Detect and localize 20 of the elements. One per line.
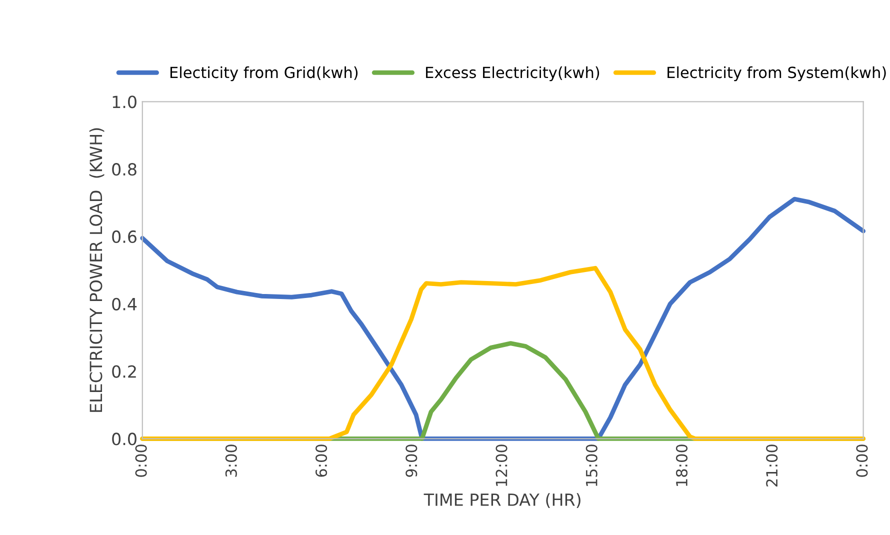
x-tick-label: 3:00 bbox=[225, 444, 237, 477]
x-tick-label: 0:00 bbox=[856, 444, 868, 477]
x-tick-label: 18:00 bbox=[676, 444, 688, 486]
x-tick-label: 15:00 bbox=[586, 444, 598, 486]
y-tick-label: 0.2 bbox=[112, 365, 136, 378]
legend-label: Excess Electricity(kwh) bbox=[426, 66, 600, 82]
x-tick-label: 21:00 bbox=[766, 444, 778, 486]
y-tick-label: 0.0 bbox=[112, 432, 136, 446]
y-axis-title: ELECTRICITY POWER LOAD (KWH) bbox=[89, 128, 104, 412]
legend-label: Electicity from Grid(kwh) bbox=[170, 66, 358, 82]
x-tick-label: 6:00 bbox=[316, 444, 328, 477]
x-tick-label: 12:00 bbox=[496, 444, 508, 486]
x-axis-title: TIME PER DAY (HR) bbox=[424, 493, 580, 508]
y-tick-label: 0.8 bbox=[112, 163, 136, 176]
legend-label: Electricity from System(kwh) bbox=[668, 66, 886, 82]
x-tick-label: 0:00 bbox=[135, 444, 147, 477]
x-tick-label: 9:00 bbox=[406, 444, 418, 477]
y-tick-label: 1.0 bbox=[112, 96, 136, 108]
y-tick-label: 0.4 bbox=[112, 298, 137, 310]
y-tick-label: 0.6 bbox=[112, 230, 136, 244]
